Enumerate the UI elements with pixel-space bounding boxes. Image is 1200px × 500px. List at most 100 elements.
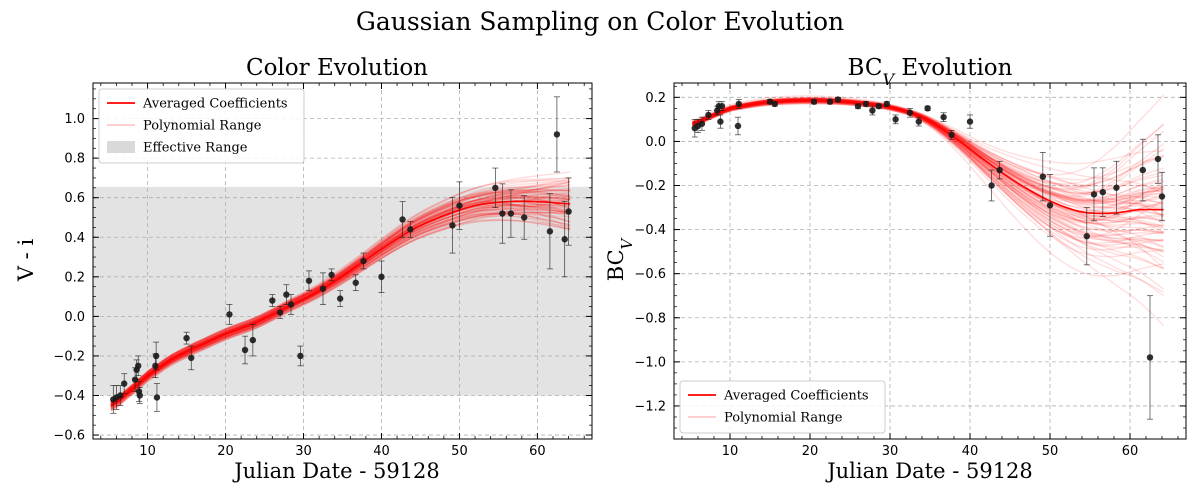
y-tick-label: 0.4 [64,231,85,246]
bcv-evolution-panel: BCV Evolution 10 20 30 40 50 60−1.2−1.0−0.8−0… [604,55,1187,483]
y-tick-label: −0.8 [634,311,666,326]
legend-label: Averaged Coefficients [723,389,869,404]
data-point [1090,167,1098,222]
polynomial-sample-curve [110,194,571,405]
averaged-coefficients-curve [110,200,571,407]
data-point [1046,174,1054,237]
data-point [924,105,931,112]
data-point [1083,207,1091,266]
data-point [1139,138,1147,202]
polynomial-sample-curve [110,209,571,405]
data-point [449,197,456,254]
figure-title: Gaussian Sampling on Color Evolution [356,7,844,36]
legend: Averaged Coefficients Polynomial Range [679,380,886,434]
polynomial-sample-curve [692,100,1164,194]
polynomial-sample-curve [110,189,571,402]
data-point [135,355,142,377]
polynomial-sample-curve [110,196,571,405]
polynomial-sample-curve [110,208,571,407]
polynomial-sample-curve [110,211,571,409]
x-tick-label: 50 [451,444,468,459]
polynomial-sample-curve [110,188,571,405]
data-point [1158,171,1166,222]
polynomial-sample-curve [110,212,571,411]
y-tick-label: 0.2 [64,270,85,285]
polynomial-samples [110,171,571,412]
polynomial-sample-curve [692,95,1165,191]
data-point [862,100,870,108]
data-point [1099,167,1107,217]
x-tick-label: 60 [1122,444,1139,459]
legend-label: Polynomial Range [143,119,262,134]
data-point [826,98,834,105]
y-axis-label-color: V - i [14,239,38,283]
polynomial-sample-curve [110,208,571,405]
data-point [283,284,290,305]
polynomial-sample-curve [110,184,571,406]
data-point [940,112,947,122]
data-point [136,387,143,404]
data-point [906,107,914,118]
data-point [966,114,974,129]
polynomial-sample-curve [110,180,571,402]
x-tick-label: 30 [295,444,312,459]
polynomial-sample-curve [692,102,1165,297]
polynomial-sample-curve [110,212,571,412]
y-tick-label: −1.0 [634,355,666,370]
data-point [565,177,572,246]
color-evolution-panel: Color Evolution 10 20 30 40 50 60 −0.6 −0.4 −0.2… [14,55,593,483]
data-point [735,99,742,109]
polynomial-sample-curve [110,205,571,410]
x-tick-label: 10 [139,444,156,459]
y-tick-label: −0.6 [53,429,85,444]
polynomial-sample-curve [110,213,571,409]
polynomial-sample-curve [692,97,1165,197]
data-point [499,183,506,244]
polynomial-sample-curve [110,181,571,402]
legend-swatch-band [107,141,135,153]
polynomial-sample-curve [110,193,571,403]
data-point [553,96,561,173]
data-point [988,169,995,202]
polynomial-sample-curve [110,215,571,408]
y-tick-label: −0.4 [634,223,666,238]
polynomial-sample-curve [110,219,571,410]
polynomial-sample-curve [692,97,1164,195]
polynomial-sample-curve [110,205,571,408]
data-point [360,252,367,270]
polynomial-sample-curve [110,204,571,409]
data-point [948,130,955,140]
data-point [546,193,554,270]
x-tick-label: 40 [373,444,390,459]
data-point [456,181,463,230]
data-point [378,260,385,293]
data-point [241,335,249,365]
data-point [734,116,742,136]
y-tick-label: 0.0 [64,310,85,325]
polynomial-sample-curve [110,195,571,403]
polynomial-sample-curve [110,171,571,402]
data-point [771,100,778,108]
y-tick-label: −0.4 [53,389,85,404]
data-point [561,201,568,278]
data-point [915,116,922,127]
y-tick-label: −0.2 [53,349,85,364]
effective-range-band [93,186,592,396]
polynomial-sample-curve [692,98,1164,204]
polynomial-sample-curve [110,195,571,403]
y-axis-label-bcv: BCV [604,237,636,281]
data-point [520,195,528,240]
polynomial-sample-curve [110,183,571,403]
x-axis-label-color: Julian Date - 59128 [232,459,440,483]
data-point [352,274,359,292]
y-tick-label: 0.6 [64,191,85,206]
data-point [875,102,882,110]
polynomial-sample-curve [110,198,571,408]
data-point [305,270,313,292]
polynomial-sample-curve [110,181,571,404]
polynomial-sample-curve [110,218,571,412]
data-point [869,105,876,116]
data-point [287,294,295,315]
x-tick-label: 30 [882,444,899,459]
polynomial-sample-curve [110,180,571,405]
